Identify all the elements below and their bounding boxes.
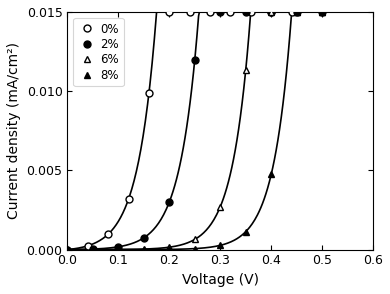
0% xyxy=(85,244,90,248)
8% xyxy=(243,230,248,233)
8% xyxy=(192,247,197,250)
6% xyxy=(243,69,248,72)
Line: 6%: 6% xyxy=(64,9,326,253)
8% xyxy=(320,10,324,14)
6% xyxy=(142,247,146,251)
0% xyxy=(187,10,192,14)
2% xyxy=(294,10,299,14)
0% xyxy=(289,10,294,14)
6% xyxy=(167,245,172,249)
6% xyxy=(294,10,299,14)
6% xyxy=(90,248,95,251)
Line: 2%: 2% xyxy=(64,9,326,253)
2% xyxy=(269,10,273,14)
8% xyxy=(142,248,146,251)
8% xyxy=(90,248,95,251)
0% xyxy=(208,10,213,14)
2% xyxy=(320,10,324,14)
8% xyxy=(65,248,70,251)
0% xyxy=(147,92,151,95)
0% xyxy=(106,233,110,236)
2% xyxy=(116,245,121,249)
0% xyxy=(126,197,131,201)
Line: 0%: 0% xyxy=(64,9,295,253)
2% xyxy=(243,10,248,14)
0% xyxy=(248,10,253,14)
0% xyxy=(167,10,172,14)
8% xyxy=(218,244,223,247)
6% xyxy=(269,10,273,14)
8% xyxy=(116,248,121,251)
6% xyxy=(218,205,223,208)
8% xyxy=(167,248,172,251)
2% xyxy=(167,200,172,204)
Y-axis label: Current density (mA/cm²): Current density (mA/cm²) xyxy=(7,42,21,219)
2% xyxy=(90,247,95,251)
6% xyxy=(65,248,70,251)
6% xyxy=(320,10,324,14)
8% xyxy=(269,173,273,176)
X-axis label: Voltage (V): Voltage (V) xyxy=(182,273,259,287)
Line: 8%: 8% xyxy=(64,9,326,253)
0% xyxy=(228,10,233,14)
6% xyxy=(116,248,121,251)
6% xyxy=(192,238,197,241)
0% xyxy=(65,248,70,251)
0% xyxy=(269,10,273,14)
2% xyxy=(65,248,70,251)
2% xyxy=(142,236,146,240)
2% xyxy=(218,10,223,14)
2% xyxy=(192,58,197,61)
Legend: 0%, 2%, 6%, 8%: 0%, 2%, 6%, 8% xyxy=(73,18,124,86)
8% xyxy=(294,10,299,14)
